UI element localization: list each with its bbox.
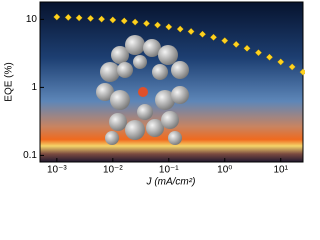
data-point xyxy=(165,23,173,31)
data-point xyxy=(87,14,95,22)
y-axis-label: EQE (%) xyxy=(4,62,15,101)
data-point xyxy=(131,18,139,26)
data-point xyxy=(277,58,285,66)
data-point xyxy=(299,68,305,76)
data-point xyxy=(254,49,262,57)
x-tick-label: 10⁻¹ xyxy=(159,165,179,176)
data-point xyxy=(199,30,206,38)
data-point xyxy=(53,13,61,21)
data-point xyxy=(210,33,218,41)
page: {"chart_data": {"type": "scatter", "xlab… xyxy=(3,1,305,188)
data-point xyxy=(109,16,117,24)
data-point xyxy=(288,63,296,71)
x-tick-label: 10⁰ xyxy=(217,165,232,176)
data-point xyxy=(187,28,195,35)
y-tick-label: 1 xyxy=(31,82,37,93)
y-tick-label: 0.1 xyxy=(23,150,37,161)
chart: EQE (%) J (mA/cm²) 10⁻³ 10⁻² 10⁻¹ 10⁰ 10¹ 0.1… xyxy=(4,1,305,188)
x-axis-label: J (mA/cm²) xyxy=(146,177,196,188)
data-point xyxy=(176,25,184,33)
data-point xyxy=(266,53,273,61)
x-tick-label: 10⁻² xyxy=(103,165,123,176)
data-point xyxy=(232,40,240,48)
data-point xyxy=(75,14,83,22)
molecule-image xyxy=(96,35,189,145)
y-tick-label: 10 xyxy=(26,14,38,25)
data-point xyxy=(64,13,72,21)
plot-frame xyxy=(39,1,304,163)
x-tick-label: 10¹ xyxy=(274,165,289,176)
data-point xyxy=(98,15,106,23)
data-point xyxy=(221,37,229,45)
data-point xyxy=(154,21,162,29)
data-point xyxy=(143,19,150,27)
data-point xyxy=(243,44,251,52)
x-tick-label: 10⁻³ xyxy=(47,165,67,176)
data-point xyxy=(120,17,128,25)
